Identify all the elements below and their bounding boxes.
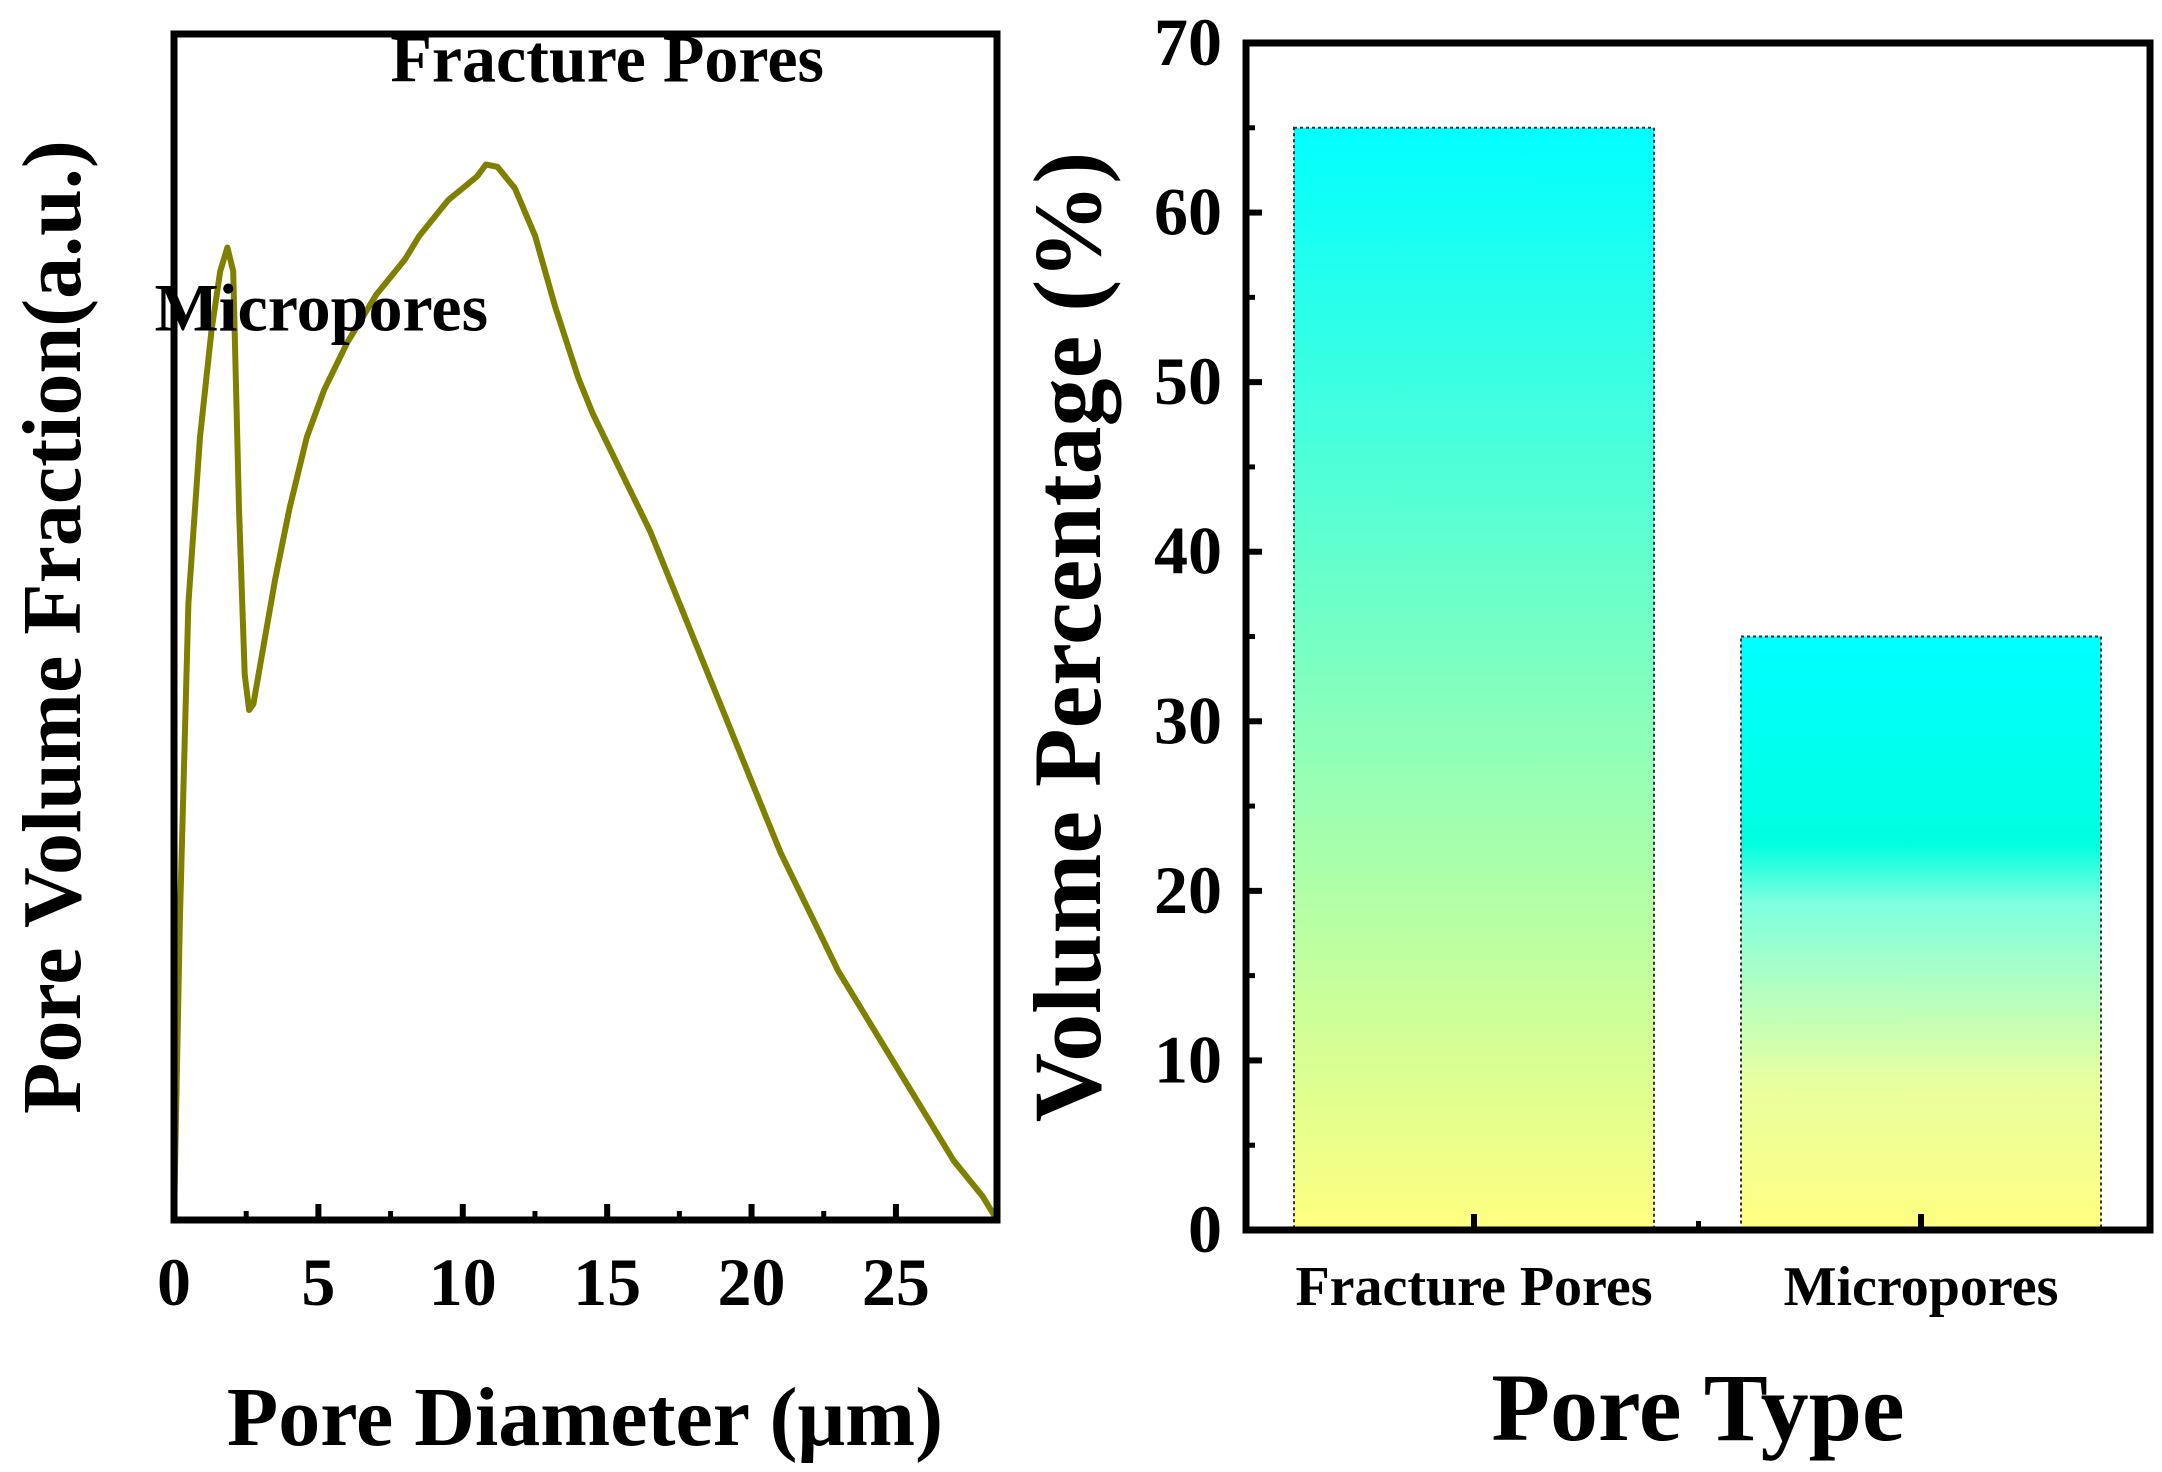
annotation-label: Fracture Pores — [390, 20, 824, 96]
x-tick-label: 20 — [718, 1244, 786, 1320]
left-x-ticks: 0 5 10 15 20 25 — [157, 1204, 930, 1320]
series-line-0 — [171, 161, 1000, 1222]
annotation-label: Micropores — [154, 270, 488, 346]
x-tick-label: 25 — [862, 1244, 930, 1320]
x-tick-label: 15 — [573, 1244, 641, 1320]
left-plot-area — [171, 161, 1000, 1222]
left-plot-frame — [170, 30, 1001, 1224]
right-y-axis-title: Volume Percentage (%) — [1014, 152, 1121, 1122]
x-tick-label: 5 — [301, 1244, 335, 1320]
y-tick-label: 10 — [1154, 1021, 1222, 1097]
left-y-axis-title: Pore Volume Fraction(a.u.) — [6, 140, 99, 1114]
y-tick-label: 60 — [1154, 174, 1222, 250]
y-tick-label: 0 — [1188, 1191, 1222, 1267]
right-category-labels: Fracture Pores Micropores — [1295, 1214, 2058, 1318]
y-tick-label: 40 — [1154, 513, 1222, 589]
y-tick-label: 30 — [1154, 682, 1222, 758]
pore-distribution-chart: 0 5 10 15 20 25 Fracture Pores Micropores Pore… — [6, 20, 1001, 1464]
y-tick-label: 20 — [1154, 852, 1222, 928]
x-tick-label: 0 — [157, 1244, 191, 1320]
x-tick-label: 10 — [429, 1244, 497, 1320]
volume-percentage-chart: 0 10 20 30 40 50 60 70 Fracture Pores Micropores… — [1014, 4, 2154, 1461]
bar-micropores — [1740, 635, 2102, 1231]
right-bars — [1293, 126, 2102, 1231]
y-tick-label: 50 — [1154, 343, 1222, 419]
left-annotations: Fracture Pores Micropores — [154, 20, 824, 345]
bar-fracture-pores — [1293, 126, 1655, 1231]
right-x-axis-title: Pore Type — [1491, 1354, 1904, 1461]
left-x-axis-title: Pore Diameter (μm) — [227, 1371, 943, 1464]
category-label: Micropores — [1784, 1256, 2059, 1318]
category-label: Fracture Pores — [1295, 1256, 1652, 1318]
y-tick-label: 70 — [1154, 4, 1222, 80]
right-y-ticks: 0 10 20 30 40 50 60 70 — [1154, 4, 1262, 1267]
